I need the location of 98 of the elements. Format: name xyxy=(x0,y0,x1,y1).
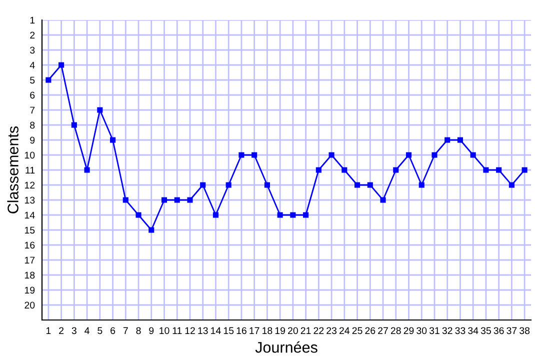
point xyxy=(212,212,218,218)
y-tick-label: 7 xyxy=(30,106,35,114)
y-tick-label: 11 xyxy=(26,166,35,174)
x-tick-label: 23 xyxy=(326,327,337,334)
y-tick-label: 5 xyxy=(30,76,35,84)
y-tick-label: 20 xyxy=(24,302,35,309)
point xyxy=(457,137,463,143)
x-tick-label: 30 xyxy=(416,327,427,334)
y-tick-label: 1 xyxy=(30,16,35,24)
point xyxy=(393,167,399,173)
x-tick-label: 17 xyxy=(250,327,260,334)
x-tick-label: 2 xyxy=(59,327,64,334)
x-tick-label: 24 xyxy=(339,327,350,334)
x-tick-label: 35 xyxy=(480,327,491,334)
x-tick-label: 28 xyxy=(390,327,401,334)
point xyxy=(444,137,450,143)
point xyxy=(418,182,424,188)
x-tick-label: 10 xyxy=(160,327,170,334)
x-tick-label: 4 xyxy=(84,327,90,334)
point xyxy=(174,197,180,203)
y-tick-label: 13 xyxy=(24,196,35,204)
y-tick-label: 17 xyxy=(24,256,35,264)
x-tick-label: 7 xyxy=(123,327,128,334)
point xyxy=(483,167,489,173)
x-tick-label: 1 xyxy=(46,327,51,334)
x-tick-label: 16 xyxy=(236,327,246,334)
y-tick-label: 14 xyxy=(24,212,35,219)
x-tick-label: 18 xyxy=(262,327,272,334)
point xyxy=(432,152,438,158)
point xyxy=(328,152,334,158)
x-tick-label: 32 xyxy=(442,327,452,334)
y-tick-label: 9 xyxy=(30,136,35,144)
point xyxy=(252,152,258,158)
x-tick-label: 22 xyxy=(314,327,324,334)
point xyxy=(303,212,309,218)
point xyxy=(161,197,168,203)
x-tick-label: 34 xyxy=(468,327,478,334)
x-tick-label: 11 xyxy=(172,327,182,334)
y-axis-title: Classements xyxy=(7,126,18,214)
y-tick-label: 6 xyxy=(30,92,35,99)
x-tick-label: 12 xyxy=(185,327,195,334)
point xyxy=(264,182,270,188)
point xyxy=(277,212,283,218)
x-tick-label: 29 xyxy=(404,327,414,334)
point xyxy=(508,182,514,188)
point xyxy=(200,182,206,188)
x-axis-title: Journées xyxy=(255,341,318,353)
x-tick-label: 8 xyxy=(136,327,141,334)
point xyxy=(367,182,373,188)
point xyxy=(136,212,142,218)
point xyxy=(290,212,296,218)
x-tick-label: 36 xyxy=(494,327,504,334)
y-tick-label: 2 xyxy=(30,32,35,39)
x-tick-label: 26 xyxy=(365,327,376,334)
x-tick-label: 31 xyxy=(429,327,440,334)
point xyxy=(342,167,348,173)
x-tick-label: 20 xyxy=(288,327,298,334)
y-tick-label: 4 xyxy=(30,62,35,69)
point xyxy=(226,182,232,188)
point xyxy=(97,107,103,113)
point xyxy=(71,122,77,128)
point xyxy=(46,77,52,83)
x-tick-label: 9 xyxy=(149,327,154,334)
y-tick-label: 19 xyxy=(24,286,35,294)
point xyxy=(496,167,502,173)
x-tick-label: 33 xyxy=(455,327,466,334)
x-tick-label: 15 xyxy=(224,327,234,334)
x-tick-label: 21 xyxy=(300,327,311,334)
y-tick-label: 16 xyxy=(24,242,35,249)
y-tick-label: 15 xyxy=(24,226,35,234)
point xyxy=(187,197,193,203)
point xyxy=(110,137,116,143)
x-tick-label: 27 xyxy=(378,327,388,334)
point xyxy=(316,167,322,173)
y-tick-label: 8 xyxy=(30,122,35,129)
y-tick-label: 18 xyxy=(24,272,35,279)
point xyxy=(148,227,154,233)
x-tick-label: 6 xyxy=(110,327,116,334)
y-tick-label: 12 xyxy=(24,182,35,189)
x-tick-label: 3 xyxy=(72,327,76,334)
x-tick-label: 14 xyxy=(211,327,221,334)
x-tick-label: 37 xyxy=(506,327,517,334)
point xyxy=(84,167,90,173)
point xyxy=(354,182,360,188)
point xyxy=(380,197,386,203)
x-tick-label: 38 xyxy=(520,327,530,334)
point xyxy=(238,152,244,158)
y-tick-label: 3 xyxy=(30,46,35,54)
x-tick-label: 25 xyxy=(352,327,362,334)
x-tick-label: 19 xyxy=(275,327,286,334)
point xyxy=(470,152,476,158)
x-tick-label: 5 xyxy=(98,327,102,334)
point xyxy=(406,152,412,158)
x-tick-label: 13 xyxy=(198,327,208,334)
point xyxy=(58,62,64,68)
point xyxy=(522,167,528,173)
y-tick-label: 10 xyxy=(24,152,35,159)
point xyxy=(122,197,128,203)
